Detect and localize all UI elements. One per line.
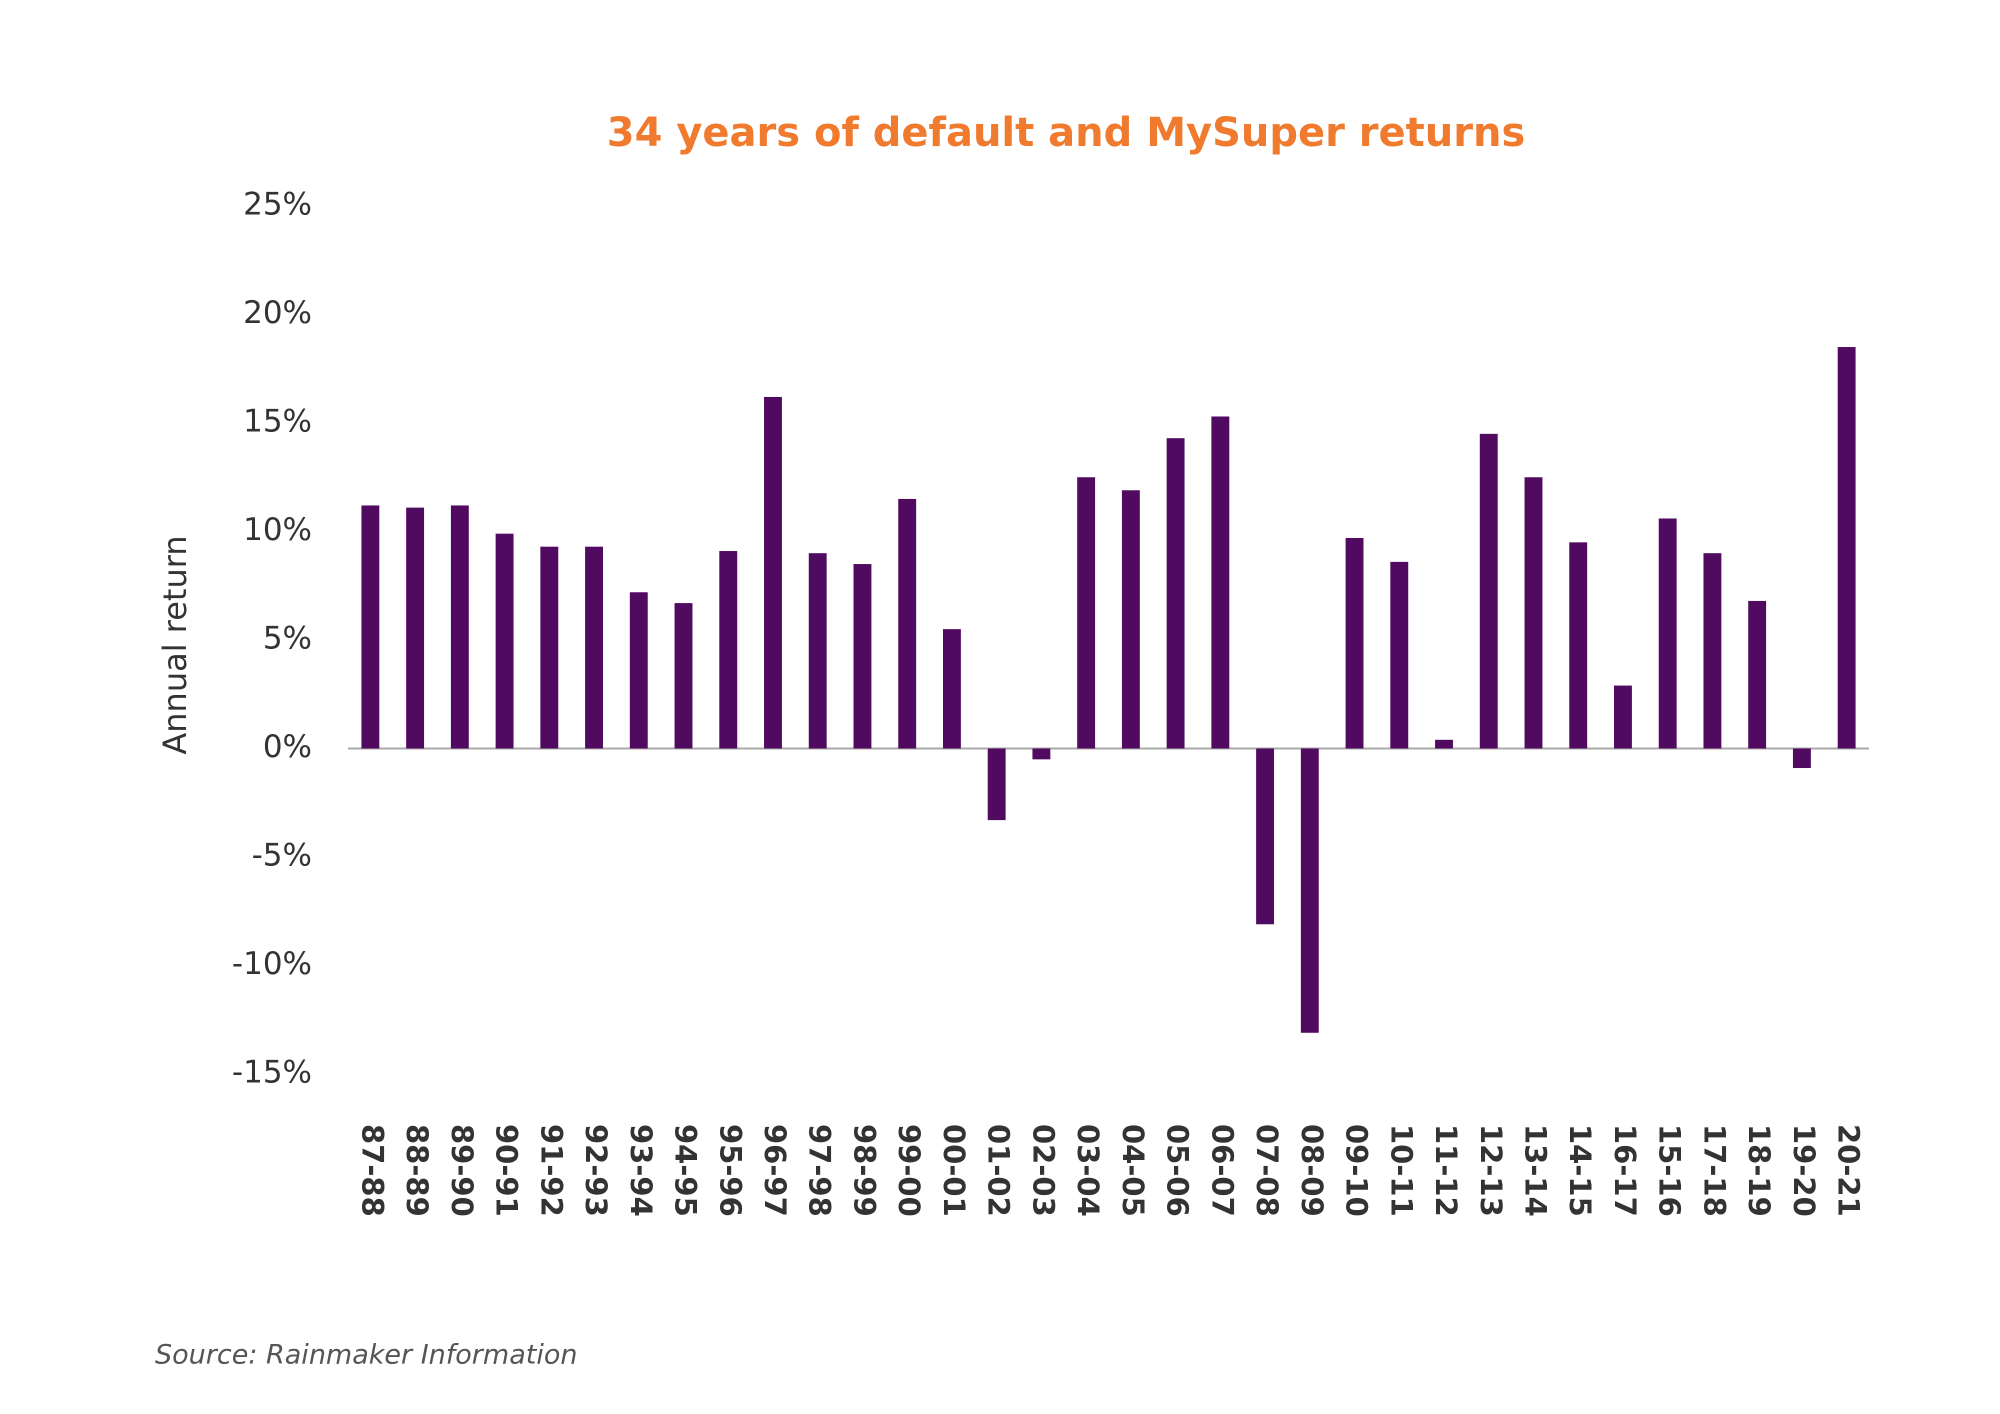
y-tick-label: 20% (243, 295, 312, 331)
bar (1256, 748, 1275, 925)
bar (1837, 347, 1856, 749)
bar (1524, 477, 1543, 749)
bar (987, 748, 1006, 821)
x-tick-label: 00-01 (937, 1124, 971, 1217)
x-tick-label: 11-12 (1429, 1124, 1463, 1217)
x-tick-label: 18-19 (1742, 1124, 1776, 1217)
x-tick-label: 16-17 (1608, 1124, 1642, 1217)
source-note: Source: Rainmaker Information (155, 1340, 577, 1371)
bar (1211, 416, 1230, 749)
bar (1569, 542, 1588, 749)
bar (450, 505, 469, 749)
y-tick-label: -10% (232, 946, 312, 982)
x-tick-label: 06-07 (1205, 1124, 1239, 1217)
x-tick-label: 93-94 (624, 1124, 658, 1217)
bar (764, 396, 782, 749)
x-tick-label: 94-95 (669, 1124, 703, 1217)
x-tick-label: 17-18 (1697, 1124, 1731, 1217)
x-tick-label: 87-88 (355, 1124, 389, 1217)
x-tick-label: 91-92 (534, 1124, 568, 1217)
y-tick-label: -5% (252, 838, 312, 874)
y-tick-label: 15% (243, 404, 312, 440)
y-axis-title: Annual return (156, 535, 194, 754)
x-tick-label: 09-10 (1340, 1124, 1374, 1217)
bar (1077, 477, 1096, 749)
x-tick-label: 96-97 (758, 1124, 792, 1217)
bar (1435, 739, 1453, 749)
x-tick-label: 10-11 (1384, 1124, 1418, 1217)
bar (808, 553, 827, 749)
x-tick-label: 14-15 (1563, 1124, 1597, 1217)
x-tick-label: 05-06 (1161, 1124, 1195, 1217)
x-tick-label: 98-99 (847, 1124, 881, 1217)
bar (495, 533, 514, 749)
x-tick-label: 95-96 (713, 1124, 747, 1217)
bar (674, 603, 693, 749)
bar (1390, 561, 1409, 749)
y-tick-label: -15% (232, 1055, 312, 1091)
x-tick-label: 07-08 (1250, 1124, 1284, 1217)
x-tick-label: 90-91 (490, 1124, 524, 1217)
bar (1703, 553, 1722, 749)
x-tick-label: 12-13 (1474, 1124, 1508, 1217)
bar (1345, 538, 1364, 749)
y-tick-label: 5% (263, 621, 312, 657)
y-tick-label: 10% (243, 512, 312, 548)
x-tick-label: 13-14 (1518, 1124, 1552, 1217)
x-tick-label: 19-20 (1787, 1124, 1821, 1217)
bar (361, 505, 380, 749)
bar (1792, 748, 1811, 769)
bar (1479, 433, 1498, 749)
bar (1658, 518, 1677, 749)
bar (629, 592, 648, 749)
bar (719, 551, 738, 749)
bar (898, 498, 917, 749)
bar (1748, 600, 1767, 749)
bar (406, 507, 425, 749)
bar (1032, 748, 1051, 760)
bar (585, 546, 603, 749)
bar (1300, 748, 1319, 1033)
bar (1166, 438, 1185, 749)
x-tick-label: 03-04 (1071, 1124, 1105, 1217)
x-tick-label: 97-98 (803, 1124, 837, 1217)
x-tick-label: 04-05 (1116, 1124, 1150, 1217)
x-tick-label: 08-09 (1295, 1124, 1329, 1217)
y-tick-label: 25% (243, 187, 312, 223)
chart-title: 34 years of default and MySuper returns (607, 110, 1526, 156)
bar (853, 564, 872, 749)
x-tick-label: 01-02 (982, 1124, 1016, 1217)
x-tick-label: 89-90 (445, 1124, 479, 1217)
x-tick-label: 15-16 (1653, 1124, 1687, 1217)
bar (1121, 490, 1140, 749)
x-tick-label: 02-03 (1026, 1124, 1060, 1217)
x-tick-label: 88-89 (400, 1124, 434, 1217)
x-tick-label: 92-93 (579, 1124, 613, 1217)
x-tick-label: 99-00 (892, 1124, 926, 1217)
bar (1614, 685, 1632, 749)
y-tick-label: 0% (263, 729, 312, 765)
x-tick-label: 20-21 (1832, 1124, 1866, 1217)
bar (942, 629, 961, 749)
bar (540, 546, 559, 749)
